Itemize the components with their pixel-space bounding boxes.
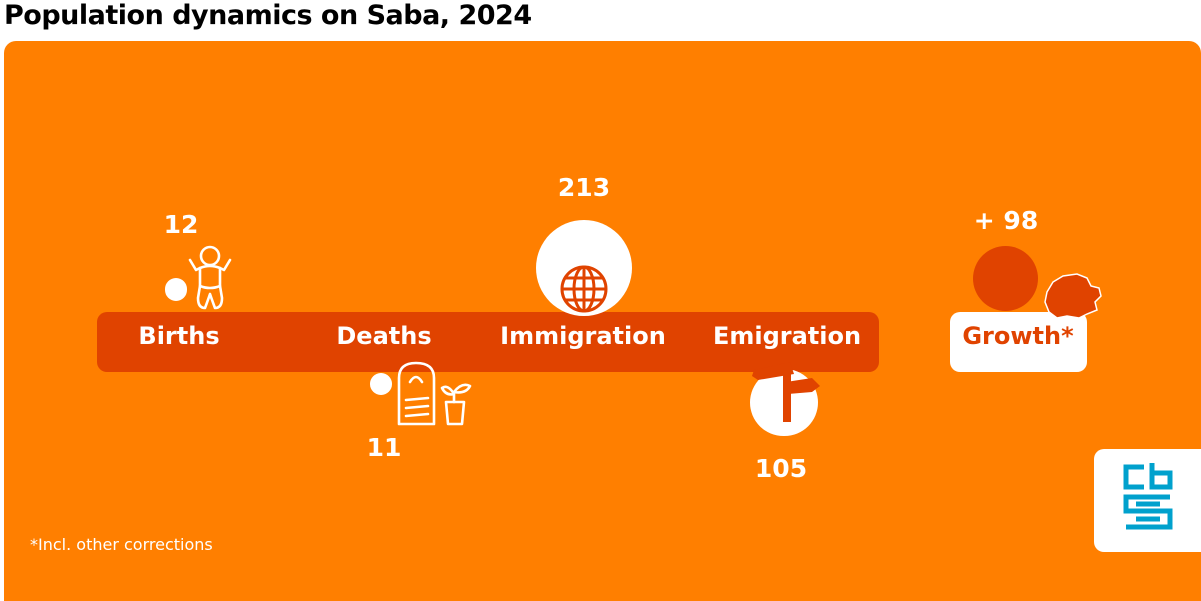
category-label-deaths: Deaths	[336, 322, 432, 350]
signpost-icon	[752, 360, 820, 422]
baby-icon	[188, 245, 232, 310]
cbs-logo-box	[1094, 449, 1201, 552]
category-label-growth: Growth*	[962, 322, 1074, 350]
cbs-logo-icon	[1123, 463, 1173, 530]
value-label-immigration: 213	[557, 173, 611, 202]
category-label-births: Births	[138, 322, 220, 350]
bubble-growth	[973, 246, 1038, 311]
bubble-births	[164, 278, 188, 301]
value-label-emigration: 105	[754, 454, 808, 483]
value-label-births: 12	[163, 210, 199, 239]
value-label-growth: + 98	[973, 206, 1039, 235]
chart-title: Population dynamics on Saba, 2024	[4, 0, 532, 31]
category-label-immigration: Immigration	[500, 322, 666, 350]
category-bar	[97, 312, 879, 372]
footnote: *Incl. other corrections	[30, 535, 213, 554]
bubble-deaths	[370, 373, 392, 395]
growth-box	[950, 312, 1087, 372]
saba-island-icon	[1044, 273, 1102, 319]
value-label-deaths: 11	[366, 433, 402, 462]
globe-icon	[560, 265, 608, 313]
category-label-emigration: Emigration	[712, 322, 862, 350]
gravestone-icon	[397, 361, 472, 426]
